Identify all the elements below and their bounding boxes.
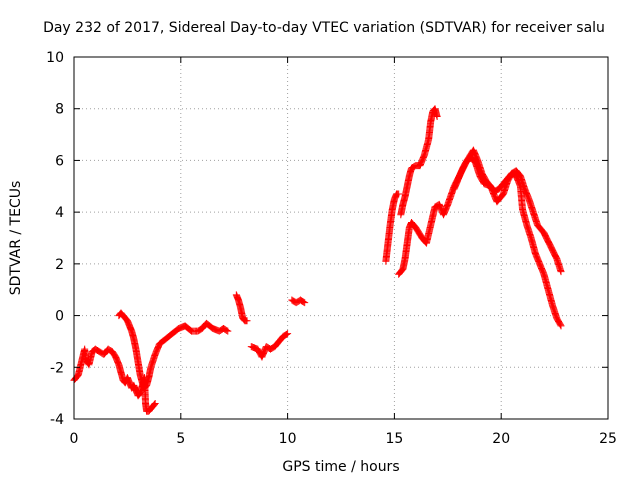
data-point (556, 321, 564, 329)
y-tick-label: 6 (55, 153, 64, 169)
x-tick-labels: 0 5 10 15 20 25 (70, 431, 617, 447)
data-point (433, 112, 441, 120)
y-tick-label: -4 (50, 412, 64, 428)
y-tick-label: 10 (46, 50, 64, 66)
data-point (151, 399, 159, 407)
x-tick-label: 25 (599, 431, 617, 447)
data-point (73, 373, 81, 381)
series-seg7 (397, 105, 441, 219)
data-point (240, 316, 248, 324)
y-tick-label: 4 (55, 205, 64, 221)
data-point (300, 298, 308, 306)
data-point (150, 400, 158, 408)
series-seg4 (247, 330, 292, 361)
y-tick-label: -2 (50, 360, 64, 376)
x-tick-label: 10 (279, 431, 297, 447)
data-point (283, 330, 291, 338)
data-point (395, 190, 403, 198)
tick-layer (73, 56, 609, 420)
x-tick-label: 0 (70, 431, 79, 447)
x-tick-label: 15 (385, 431, 403, 447)
data-point (224, 327, 232, 335)
data-point (557, 322, 565, 330)
data-point (557, 268, 565, 276)
series-seg2 (115, 309, 232, 392)
data-point (284, 330, 292, 338)
series-seg5 (288, 296, 309, 307)
series-seg3 (232, 291, 251, 325)
data-points-layer (70, 105, 565, 415)
y-axis-label: SDTVAR / TECUs (8, 181, 24, 296)
y-tick-label: 2 (55, 257, 64, 273)
grid-layer (74, 57, 608, 419)
x-axis-label: GPS time / hours (282, 459, 399, 475)
series-seg9 (450, 154, 565, 330)
x-tick-label: 20 (492, 431, 510, 447)
y-tick-label: 0 (55, 309, 64, 325)
x-tick-label: 5 (176, 431, 185, 447)
y-tick-labels: -4 -2 0 2 4 6 8 10 (46, 50, 64, 428)
plot-frame (73, 56, 609, 420)
data-point (243, 317, 251, 325)
data-point (223, 326, 231, 334)
data-point (301, 299, 309, 307)
data-point (398, 267, 406, 275)
y-tick-label: 8 (55, 102, 64, 118)
series-seg1 (70, 345, 159, 415)
data-point (470, 157, 478, 165)
data-point (150, 401, 158, 409)
series-seg6 (382, 190, 403, 265)
chart-title: Day 232 of 2017, Sidereal Day-to-day VTE… (43, 20, 605, 36)
data-point (186, 326, 194, 334)
